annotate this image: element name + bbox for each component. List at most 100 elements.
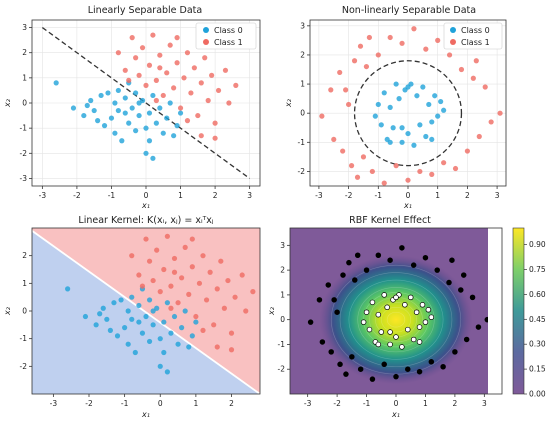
class0-point [387,104,393,110]
class0-point [432,93,438,99]
panel1-xtick-label: 3 [247,191,252,200]
panel2-xtick-label: -3 [315,191,323,200]
inner-point [416,339,423,345]
panel3-ytick-label: -1 [20,334,28,343]
class1-point [191,65,197,71]
class0-point [136,100,142,106]
outer-point [316,297,323,303]
outer-point [375,252,382,259]
panel4-ytick-label: 3 [280,241,285,250]
class0-point [53,80,59,86]
outer-point [352,277,358,283]
class0-point [95,118,101,124]
class1-point [174,35,180,41]
outer-point [405,366,411,372]
class1-point [154,247,160,253]
inner-point [425,307,432,313]
class1-point [331,136,337,143]
class0-point [105,90,111,96]
inner-point [375,341,382,348]
class1-point [381,180,387,186]
inner-point [381,292,387,298]
class0-point [429,136,435,143]
class1-point [348,163,355,169]
class0-point [157,363,163,369]
class1-point [126,77,132,83]
class1-point [222,67,229,73]
panel1-boundary-line [41,27,251,179]
panel3-ytick-label: 2 [22,251,27,260]
class1-point [482,84,488,90]
class1-point [146,258,153,264]
class1-point [366,34,372,41]
outer-point [449,257,455,263]
inner-point [416,324,423,330]
class1-point [429,171,435,177]
panel1-ytick-label: -2 [20,149,28,158]
inner-point [405,326,411,333]
class0-point [372,113,378,119]
class0-point [150,322,156,328]
panel4-series-inner [360,292,435,350]
class1-point [189,264,195,270]
outer-point [325,282,332,288]
class0-point [118,297,124,303]
class0-point [125,341,131,347]
class0-point [129,105,135,111]
class1-point [184,118,191,124]
panel-non-linearly-separable: Non-linearly Separable Data -3 -2 -1 0 1 2 3 -2… [284,5,507,210]
panel4-ylabel: x₂ [267,306,276,316]
class1-point [181,75,187,81]
outer-point [337,361,343,368]
class0-point [423,133,429,140]
class0-point [91,107,97,114]
panel2-ytick-label: -2 [298,167,306,176]
class0-point [133,128,139,134]
inner-point [402,302,408,308]
class0-point [157,105,163,111]
class0-point [426,101,432,108]
class1-point [115,50,121,56]
class0-point [112,130,118,136]
panel4-heatmap [319,255,473,385]
panel4-xtick-label: -1 [363,399,371,408]
class1-point [122,67,128,73]
class1-point [164,233,170,239]
class1-point [198,133,204,139]
class1-point [164,70,170,76]
outer-point [428,359,435,365]
class1-point [198,80,204,86]
panel2-boundary-circle [353,60,463,167]
class1-point [215,87,222,94]
panel1-series-class1 [115,32,239,141]
class1-point [243,308,249,314]
panel1-series-class0 [53,80,184,161]
class0-point [161,319,167,325]
panel1-legend: Class 0 Class 1 [195,22,257,50]
class0-point [405,84,411,90]
inner-point [375,311,382,318]
class1-point [399,40,405,46]
class1-point [387,34,393,41]
inner-point [369,299,376,306]
class0-point [84,102,90,109]
class1-point [150,277,156,284]
panel2-ytick-label: 2 [300,50,305,59]
class1-point [340,148,346,154]
colorbar-tick-label: 0.75 [529,265,546,274]
colorbar [512,227,525,395]
class1-point [452,165,459,172]
panel1-legend-marker-class1 [203,39,209,45]
class1-point [209,72,215,78]
class0-point [119,138,125,144]
class0-point [154,305,160,311]
class1-point [174,60,180,66]
class1-point [393,163,399,169]
panel4-xtick-label: 1 [423,399,428,408]
panel1-legend-class1: Class 1 [214,38,243,47]
panel2-xlabel: x₁ [403,201,412,210]
panel3-series-class0 [65,286,199,375]
panel3-xtick-label: 0 [158,399,163,408]
class1-point [143,82,149,88]
outer-point [369,376,376,382]
